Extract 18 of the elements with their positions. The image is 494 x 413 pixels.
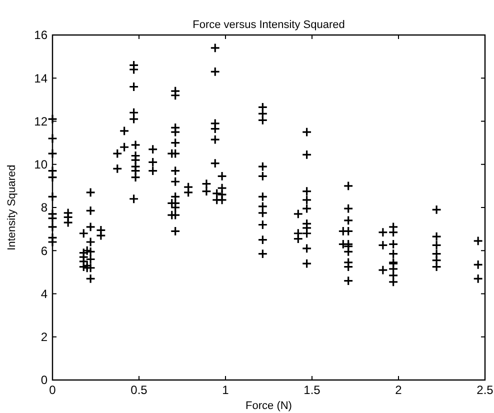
x-tick-label: 1 (222, 383, 230, 397)
y-tick-label: 4 (40, 286, 48, 301)
y-tick-label: 16 (34, 28, 48, 42)
y-tick-label: 8 (40, 200, 48, 215)
x-tick-label: 1.5 (304, 383, 321, 397)
y-tick-label: 2 (40, 330, 48, 344)
x-tick-label: 2.5 (476, 383, 494, 397)
y-tick-label: 10 (34, 158, 48, 172)
y-tick-label: 12 (34, 114, 48, 128)
x-tick-label: 0.5 (130, 383, 148, 397)
x-tick-label: 0 (49, 383, 56, 397)
y-tick-label: 14 (34, 71, 48, 86)
y-tick-label: 0 (40, 373, 48, 388)
x-tick-label: 2 (395, 383, 402, 397)
chart-title: Force versus Intensity Squared (192, 19, 345, 31)
x-axis-title: Force (N) (246, 400, 292, 412)
y-tick-label: 6 (40, 244, 48, 258)
y-axis-title: Intensity Squared (6, 164, 18, 250)
